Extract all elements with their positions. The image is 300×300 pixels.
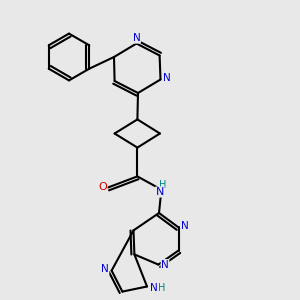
Text: N: N (181, 221, 189, 231)
Text: N: N (101, 264, 109, 274)
Text: O: O (98, 182, 107, 192)
Text: H: H (159, 180, 167, 190)
Text: H: H (158, 283, 165, 293)
Text: N: N (133, 33, 140, 43)
Text: N: N (150, 283, 158, 293)
Text: N: N (156, 187, 164, 197)
Text: N: N (163, 73, 171, 83)
Text: N: N (161, 260, 169, 270)
